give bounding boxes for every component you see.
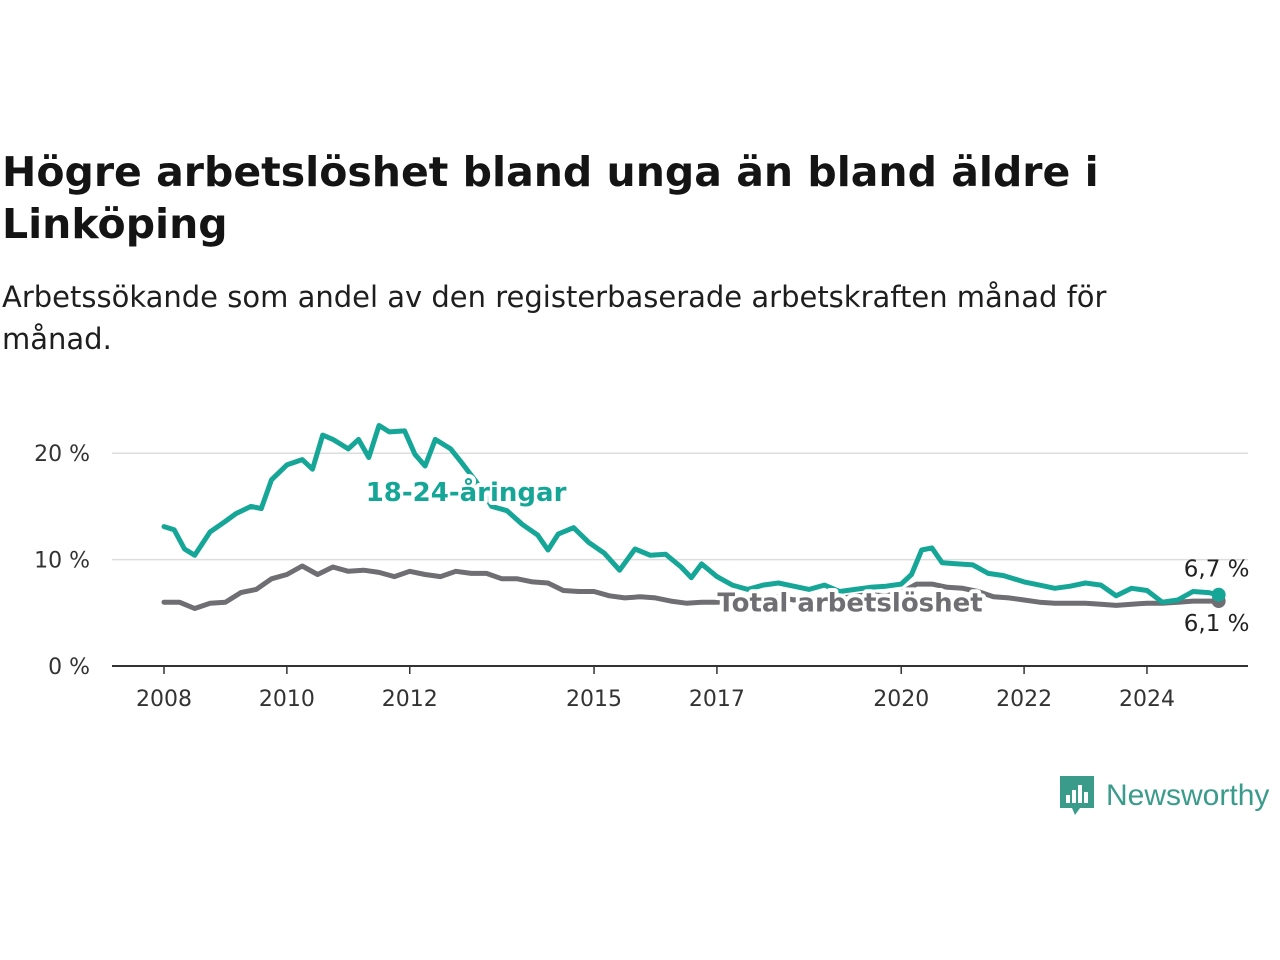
series-line [161, 423, 1222, 605]
x-tick-label: 2017 [689, 687, 745, 712]
series-label-halo: Total arbetslöshet [717, 589, 982, 619]
series-lines [161, 423, 1226, 611]
series-line [161, 563, 1222, 611]
end-value-label: 6,1 % [1184, 611, 1250, 637]
x-tick-label: 2008 [136, 687, 192, 712]
chart-title: Högre arbetslöshet bland unga än bland ä… [2, 148, 1099, 248]
series-name-label: 18-24-åringar [366, 476, 567, 508]
end-value-label: 6,7 % [1184, 557, 1250, 583]
y-tick-label: 10 % [34, 549, 90, 574]
brand-logo[interactable]: Newsworthy [1058, 773, 1269, 819]
x-tick-label: 2024 [1119, 687, 1175, 712]
x-tick-label: 2022 [996, 687, 1052, 712]
x-tick-label: 2020 [873, 687, 929, 712]
x-tick-label: 2012 [382, 687, 438, 712]
brand-name: Newsworthy [1106, 779, 1270, 812]
series-end-point [1211, 587, 1226, 602]
series-name-label: Total arbetslöshet [717, 589, 982, 619]
y-tick-label: 20 % [34, 442, 90, 467]
newsworthy-logo-icon [1060, 776, 1094, 815]
gridlines [112, 452, 1248, 561]
y-tick-label: 0 % [48, 655, 90, 680]
x-tick-label: 2015 [566, 687, 622, 712]
line-chart: 0 % 10 % 20 % 2008 2010 2012 2015 2017 2020 2022… [34, 423, 1250, 712]
x-tick-label: 2010 [259, 687, 315, 712]
series-label-halo: 18-24-åringar [366, 476, 567, 508]
chart-subtitle: Arbetssökande som andel av den registerb… [2, 280, 1107, 356]
x-axis-ticks: 2008 2010 2012 2015 2017 2020 2022 2024 [112, 665, 1248, 712]
y-axis-ticks: 0 % 10 % 20 % [34, 442, 90, 680]
